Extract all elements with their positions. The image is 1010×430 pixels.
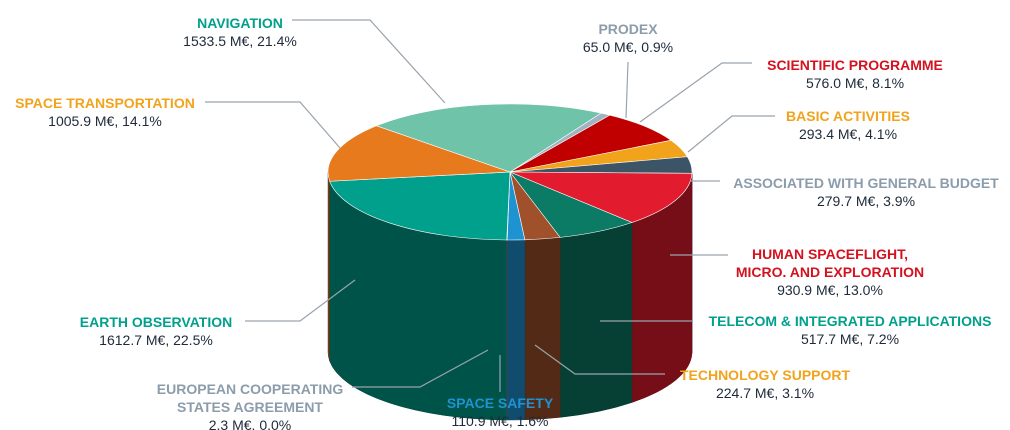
label-navigation: NAVIGATION (197, 15, 283, 31)
value-scientific-programme: 576.0 M€, 8.1% (806, 75, 904, 91)
leader-navigation (292, 19, 446, 104)
label-telecom-integrated-applications: TELECOM & INTEGRATED APPLICATIONS (709, 313, 992, 329)
label-space-safety: SPACE SAFETY (447, 395, 554, 411)
slice-labels: PRODEX 65.0 M€, 0.9% SCIENTIFIC PROGRAMME 5… (15, 15, 999, 430)
leader-technology-support (534, 344, 665, 375)
leader-prodex (625, 61, 629, 119)
leader-lines (205, 19, 775, 392)
pie-top-slices (327, 103, 693, 241)
slice-space-transportation (327, 125, 511, 182)
label-european-cooperating-states-agreement-line-2: STATES AGREEMENT (177, 399, 323, 415)
label-space-transportation: SPACE TRANSPORTATION (15, 95, 195, 111)
value-navigation: 1533.5 M€, 21.4% (183, 33, 297, 49)
leader-european-cooperating-states-agreement (352, 349, 489, 388)
label-european-cooperating-states-agreement-line-1: EUROPEAN COOPERATING (157, 381, 344, 397)
value-space-safety: 110.9 M€, 1.6% (451, 413, 548, 429)
label-human-spaceflight-micro-and-exploration-line-2: MICRO. AND EXPLORATION (736, 264, 924, 280)
value-telecom-integrated-applications: 517.7 M€, 7.2% (801, 331, 899, 347)
value-earth-observation: 1612.7 M€, 22.5% (99, 332, 213, 348)
leader-space-transportation (205, 101, 341, 149)
value-prodex: 65.0 M€, 0.9% (583, 39, 673, 55)
slice-human-spaceflight-micro-and-exploration (509, 171, 693, 223)
side-space-safety (506, 239, 526, 421)
value-technology-support: 224.7 M€, 3.1% (716, 385, 814, 401)
value-space-transportation: 1005.9 M€, 14.1% (48, 113, 162, 129)
label-technology-support: TECHNOLOGY SUPPORT (680, 367, 851, 383)
value-human-spaceflight-micro-and-exploration: 930.9 M€, 13.0% (777, 282, 883, 298)
value-basic-activities: 293.4 M€, 4.1% (799, 126, 897, 142)
value-associated-with-general-budget: 279.7 M€, 3.9% (817, 193, 915, 209)
leader-basic-activities (687, 115, 775, 153)
label-scientific-programme: SCIENTIFIC PROGRAMME (767, 57, 943, 73)
label-earth-observation: EARTH OBSERVATION (80, 314, 232, 330)
label-prodex: PRODEX (598, 21, 658, 37)
side-technology-support (524, 237, 561, 421)
label-basic-activities: BASIC ACTIVITIES (786, 108, 910, 124)
side-telecom-integrated-applications (559, 222, 633, 418)
label-human-spaceflight-micro-and-exploration-line-1: HUMAN SPACEFLIGHT, (752, 246, 908, 262)
slice-navigation (375, 103, 602, 173)
leader-scientific-programme (639, 62, 752, 123)
leader-earth-observation (245, 279, 356, 322)
value-european-cooperating-states-agreement: 2.3 M€, 0.0% (209, 417, 292, 430)
slice-scientific-programme (509, 114, 672, 173)
slice-earth-observation (329, 171, 511, 241)
label-associated-with-general-budget: ASSOCIATED WITH GENERAL BUDGET (733, 175, 999, 191)
side-space-transportation (327, 171, 330, 362)
